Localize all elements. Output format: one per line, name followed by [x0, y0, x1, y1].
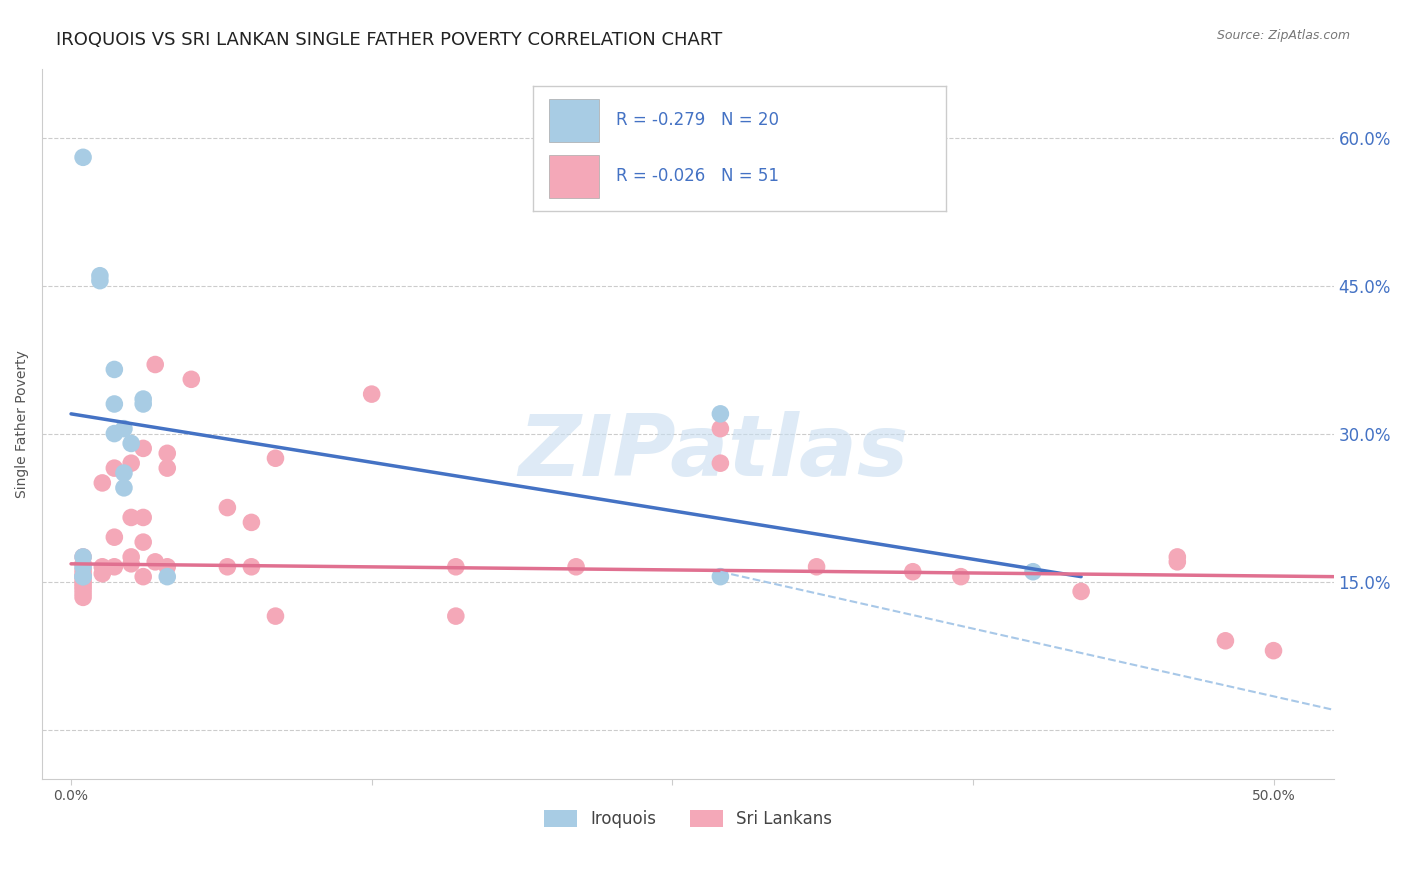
- Point: [132, 442, 155, 456]
- Point: [1022, 565, 1045, 579]
- Point: [72, 591, 94, 605]
- Point: [72, 563, 94, 577]
- Point: [156, 559, 179, 574]
- Point: [156, 446, 179, 460]
- Point: [1215, 633, 1237, 648]
- Point: [444, 559, 467, 574]
- Point: [132, 392, 155, 406]
- Point: [709, 407, 731, 421]
- Point: [72, 566, 94, 581]
- Text: ZIPatlas: ZIPatlas: [519, 410, 908, 493]
- Point: [132, 510, 155, 524]
- Point: [143, 358, 166, 372]
- Point: [103, 362, 125, 376]
- Point: [72, 580, 94, 594]
- Point: [444, 609, 467, 624]
- Point: [901, 565, 924, 579]
- Point: [240, 559, 263, 574]
- Point: [89, 268, 111, 283]
- Point: [120, 456, 142, 470]
- Y-axis label: Single Father Poverty: Single Father Poverty: [15, 350, 30, 498]
- Point: [156, 461, 179, 475]
- Point: [112, 466, 135, 480]
- Point: [132, 397, 155, 411]
- Point: [217, 559, 239, 574]
- Point: [1166, 549, 1188, 564]
- Point: [91, 475, 114, 490]
- Point: [72, 549, 94, 564]
- Point: [143, 555, 166, 569]
- Point: [103, 397, 125, 411]
- Point: [72, 582, 94, 597]
- Point: [72, 586, 94, 600]
- Point: [72, 150, 94, 164]
- Point: [360, 387, 382, 401]
- Point: [72, 569, 94, 583]
- Point: [709, 422, 731, 436]
- Point: [709, 569, 731, 583]
- Point: [709, 456, 731, 470]
- Text: IROQUOIS VS SRI LANKAN SINGLE FATHER POVERTY CORRELATION CHART: IROQUOIS VS SRI LANKAN SINGLE FATHER POV…: [56, 31, 723, 49]
- Point: [806, 559, 828, 574]
- Point: [103, 461, 125, 475]
- Point: [1166, 555, 1188, 569]
- Point: [156, 569, 179, 583]
- Point: [180, 372, 202, 386]
- Point: [240, 516, 263, 530]
- Text: Source: ZipAtlas.com: Source: ZipAtlas.com: [1216, 29, 1350, 42]
- Point: [120, 436, 142, 450]
- Legend: Iroquois, Sri Lankans: Iroquois, Sri Lankans: [537, 803, 839, 835]
- Point: [72, 549, 94, 564]
- Point: [103, 530, 125, 544]
- Point: [72, 569, 94, 583]
- Point: [949, 569, 972, 583]
- Point: [72, 576, 94, 591]
- Point: [91, 559, 114, 574]
- Point: [72, 574, 94, 588]
- Point: [264, 451, 287, 466]
- Point: [120, 557, 142, 571]
- Point: [1263, 643, 1285, 657]
- Point: [217, 500, 239, 515]
- Point: [132, 535, 155, 549]
- Point: [72, 557, 94, 571]
- Point: [72, 559, 94, 574]
- Point: [112, 422, 135, 436]
- Point: [565, 559, 588, 574]
- Point: [91, 566, 114, 581]
- Point: [120, 510, 142, 524]
- Point: [89, 274, 111, 288]
- Point: [264, 609, 287, 624]
- Point: [112, 481, 135, 495]
- Point: [132, 569, 155, 583]
- Point: [72, 569, 94, 583]
- Point: [103, 426, 125, 441]
- Point: [103, 559, 125, 574]
- Point: [120, 549, 142, 564]
- Point: [1070, 584, 1092, 599]
